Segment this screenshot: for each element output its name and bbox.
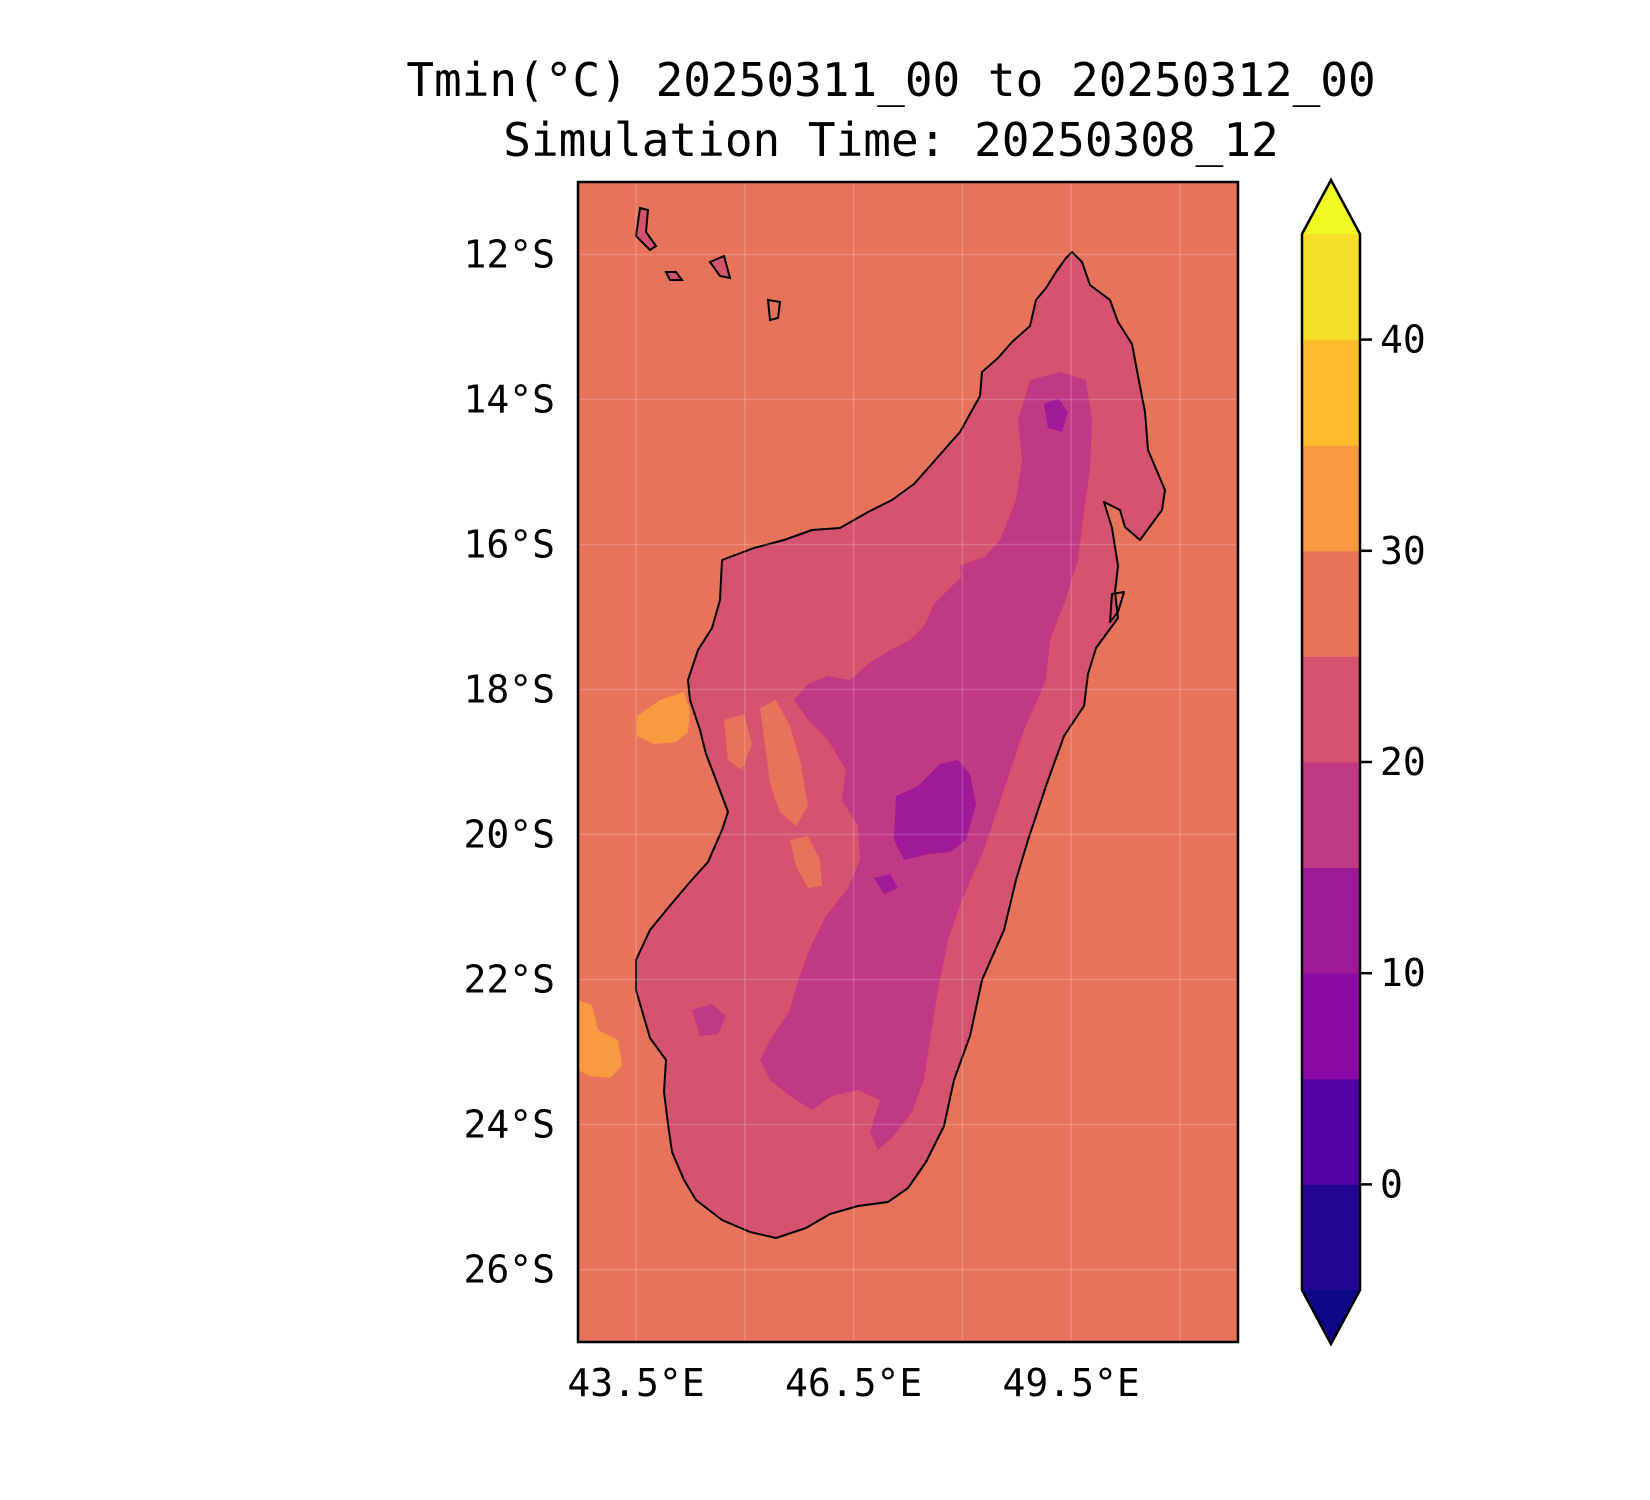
colorbar-tick-label: 40 [1380,318,1426,362]
lon-tick-labels: 43.5°E 46.5°E 49.5°E [567,1361,1139,1405]
lat-tick-label: 26°S [463,1248,555,1292]
lon-tick-label: 46.5°E [785,1361,922,1405]
sea-warm-patch [637,692,690,744]
madagascar-coastline [635,251,1166,1239]
colorbar-segment [1302,1184,1360,1291]
sea-warm-patch [578,1000,622,1078]
lat-tick-labels: 12°S 14°S 16°S 18°S 20°S 22°S 24°S 26°S [463,233,555,1292]
lat-tick-label: 24°S [463,1103,555,1147]
land-band-15-20 [760,372,1092,1150]
colorbar-extend-under [1302,1290,1360,1344]
land-warm-pocket [724,714,752,770]
comoros-island [634,206,658,252]
colorbar-segment [1302,550,1360,657]
colorbar-segment [1302,234,1360,341]
lat-tick-label: 22°S [463,958,555,1002]
colorbar-segment [1302,973,1360,1080]
colorbar-segment [1302,656,1360,763]
lon-tick-label: 43.5°E [567,1361,704,1405]
lat-tick-label: 20°S [463,813,555,857]
land-band-15-20 [960,556,998,600]
colorbar-tick-label: 10 [1380,951,1426,995]
lat-tick-label: 16°S [463,523,555,567]
title-line-2: Simulation Time: 20250308_12 [503,113,1278,167]
colorbar-outline [1300,177,1362,1347]
island-coastline [1109,591,1125,623]
comoros-island [708,254,732,280]
comoros-island [664,271,684,281]
colorbar-tick-label: 20 [1380,740,1426,784]
land-band-15-20 [692,1004,726,1036]
land-warm-pocket [790,836,822,888]
land-warm-pocket [760,700,808,826]
land-band-10-15 [874,874,898,894]
colorbar-segment [1302,339,1360,446]
land-band-10-15 [1044,398,1068,432]
colorbar: 0 10 20 30 40 [1300,177,1426,1347]
map-frame [576,180,1240,1344]
map-panel [578,182,1238,1342]
graticule [578,182,1238,1342]
title-line-1: Tmin(°C) 20250311_00 to 20250312_00 [406,53,1375,107]
colorbar-extend-over [1302,180,1360,234]
land-band-10-15 [894,760,976,860]
comoros-island [766,298,782,322]
colorbar-segment [1302,867,1360,974]
lat-tick-label: 14°S [463,378,555,422]
lat-tick-label: 18°S [463,668,555,712]
colorbar-segment [1302,1078,1360,1185]
colorbar-segment [1302,762,1360,869]
colorbar-tick-label: 30 [1380,529,1426,573]
colorbar-tick-label: 0 [1380,1162,1403,1206]
colorbar-segment [1302,445,1360,552]
lat-tick-label: 12°S [463,233,555,277]
lon-tick-label: 49.5°E [1003,1361,1140,1405]
